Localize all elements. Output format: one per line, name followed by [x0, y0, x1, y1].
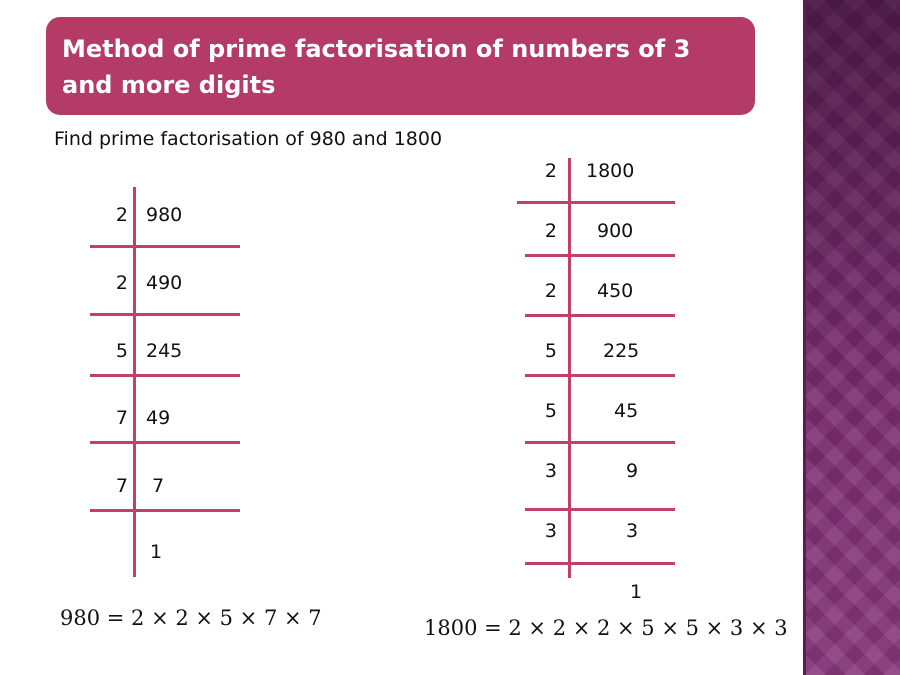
quotient: 9 [626, 460, 639, 482]
quotient: 450 [597, 280, 634, 302]
quotient: 1 [630, 581, 643, 603]
divisor: 2 [115, 204, 128, 226]
ladder-horizontal-line [525, 314, 675, 317]
page-title: Method of prime factorisation of numbers… [62, 35, 691, 99]
ladder-vertical-line [133, 187, 136, 577]
ladder-horizontal-line [90, 313, 240, 316]
quotient: 3 [626, 520, 639, 542]
quotient: 45 [614, 400, 639, 422]
instruction-text: Find prime factorisation of 980 and 1800 [54, 128, 443, 150]
quotient: 1 [150, 541, 163, 563]
divisor: 5 [115, 340, 128, 362]
ladder-horizontal-line [517, 201, 675, 204]
ladder-vertical-line [568, 158, 571, 578]
divisor: 7 [115, 475, 128, 497]
quotient: 245 [146, 340, 183, 362]
quotient: 49 [146, 407, 171, 429]
divisor: 7 [115, 407, 128, 429]
ladder-horizontal-line [90, 245, 240, 248]
quotient: 980 [146, 204, 183, 226]
divisor: 2 [115, 272, 128, 294]
ladder-horizontal-line [90, 441, 240, 444]
title-banner: Method of prime factorisation of numbers… [46, 17, 755, 115]
ladder-horizontal-line [525, 508, 675, 511]
ladder-horizontal-line [90, 374, 240, 377]
divisor: 2 [544, 220, 557, 242]
quotient: 7 [152, 475, 165, 497]
quotient: 900 [597, 220, 634, 242]
divisor: 2 [544, 160, 557, 182]
ladder-horizontal-line [525, 562, 675, 565]
decorative-side-panel [803, 0, 900, 675]
quotient: 490 [146, 272, 183, 294]
divisor: 2 [544, 280, 557, 302]
divisor: 3 [544, 460, 557, 482]
quotient: 1800 [586, 160, 635, 182]
ladder-horizontal-line [90, 509, 240, 512]
ladder-horizontal-line [525, 254, 675, 257]
ladder-horizontal-line [525, 374, 675, 377]
divisor: 3 [544, 520, 557, 542]
quotient: 225 [603, 340, 640, 362]
equation-1800: 1800 = 2 × 2 × 2 × 5 × 5 × 3 × 3 [424, 616, 788, 640]
ladder-horizontal-line [525, 441, 675, 444]
divisor: 5 [544, 340, 557, 362]
equation-980: 980 = 2 × 2 × 5 × 7 × 7 [60, 606, 322, 630]
divisor: 5 [544, 400, 557, 422]
